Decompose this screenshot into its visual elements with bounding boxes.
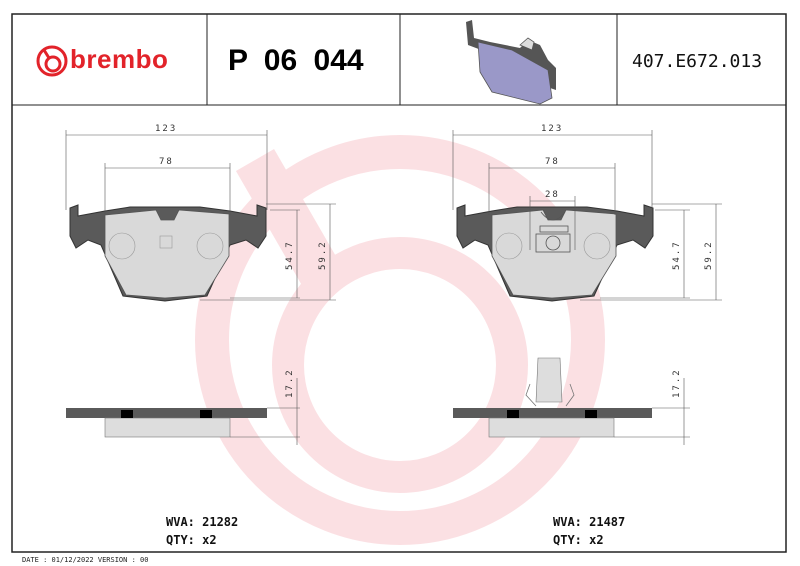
brand-name: brembo — [70, 44, 169, 74]
brembo-logo-icon — [36, 45, 68, 77]
left-pad-front-view — [69, 204, 267, 302]
footer-date-version: DATE : 01/12/2022 VERSION : 00 — [22, 556, 149, 564]
right-qty: QTY: x2 — [553, 533, 604, 547]
right-pad-clip — [535, 211, 571, 253]
right-wva: WVA: 21487 — [553, 515, 626, 529]
left-pad-dimension-lines — [65, 130, 336, 445]
right-dim-thickness: 17.2 — [672, 368, 682, 398]
left-pad-side-view — [66, 408, 267, 438]
right-pad-front-view — [456, 204, 654, 302]
left-wva: WVA: 21282 — [166, 515, 239, 529]
right-dim-width-total: 123 — [541, 124, 563, 134]
left-dim-width-material: 78 — [159, 157, 174, 167]
right-pad-side-view — [453, 357, 652, 438]
right-pad-dimension-lines — [452, 130, 722, 445]
product-render-image — [466, 20, 556, 105]
right-dim-height-1: 54.7 — [672, 240, 682, 270]
left-dim-height-1: 54.7 — [285, 240, 295, 270]
right-dim-clip: 28 — [545, 190, 560, 200]
left-dim-width-total: 123 — [155, 124, 177, 134]
right-dim-height-2: 59.2 — [704, 240, 714, 270]
sheet-frame — [11, 13, 787, 553]
left-dim-height-2: 59.2 — [318, 240, 328, 270]
reference-number: 407.E672.013 — [632, 51, 763, 72]
left-qty: QTY: x2 — [166, 533, 217, 547]
left-dim-thickness: 17.2 — [285, 368, 295, 398]
right-dim-width-material: 78 — [545, 157, 560, 167]
part-number: P 06 044 — [228, 44, 364, 77]
brembo-watermark-logo — [195, 135, 605, 545]
